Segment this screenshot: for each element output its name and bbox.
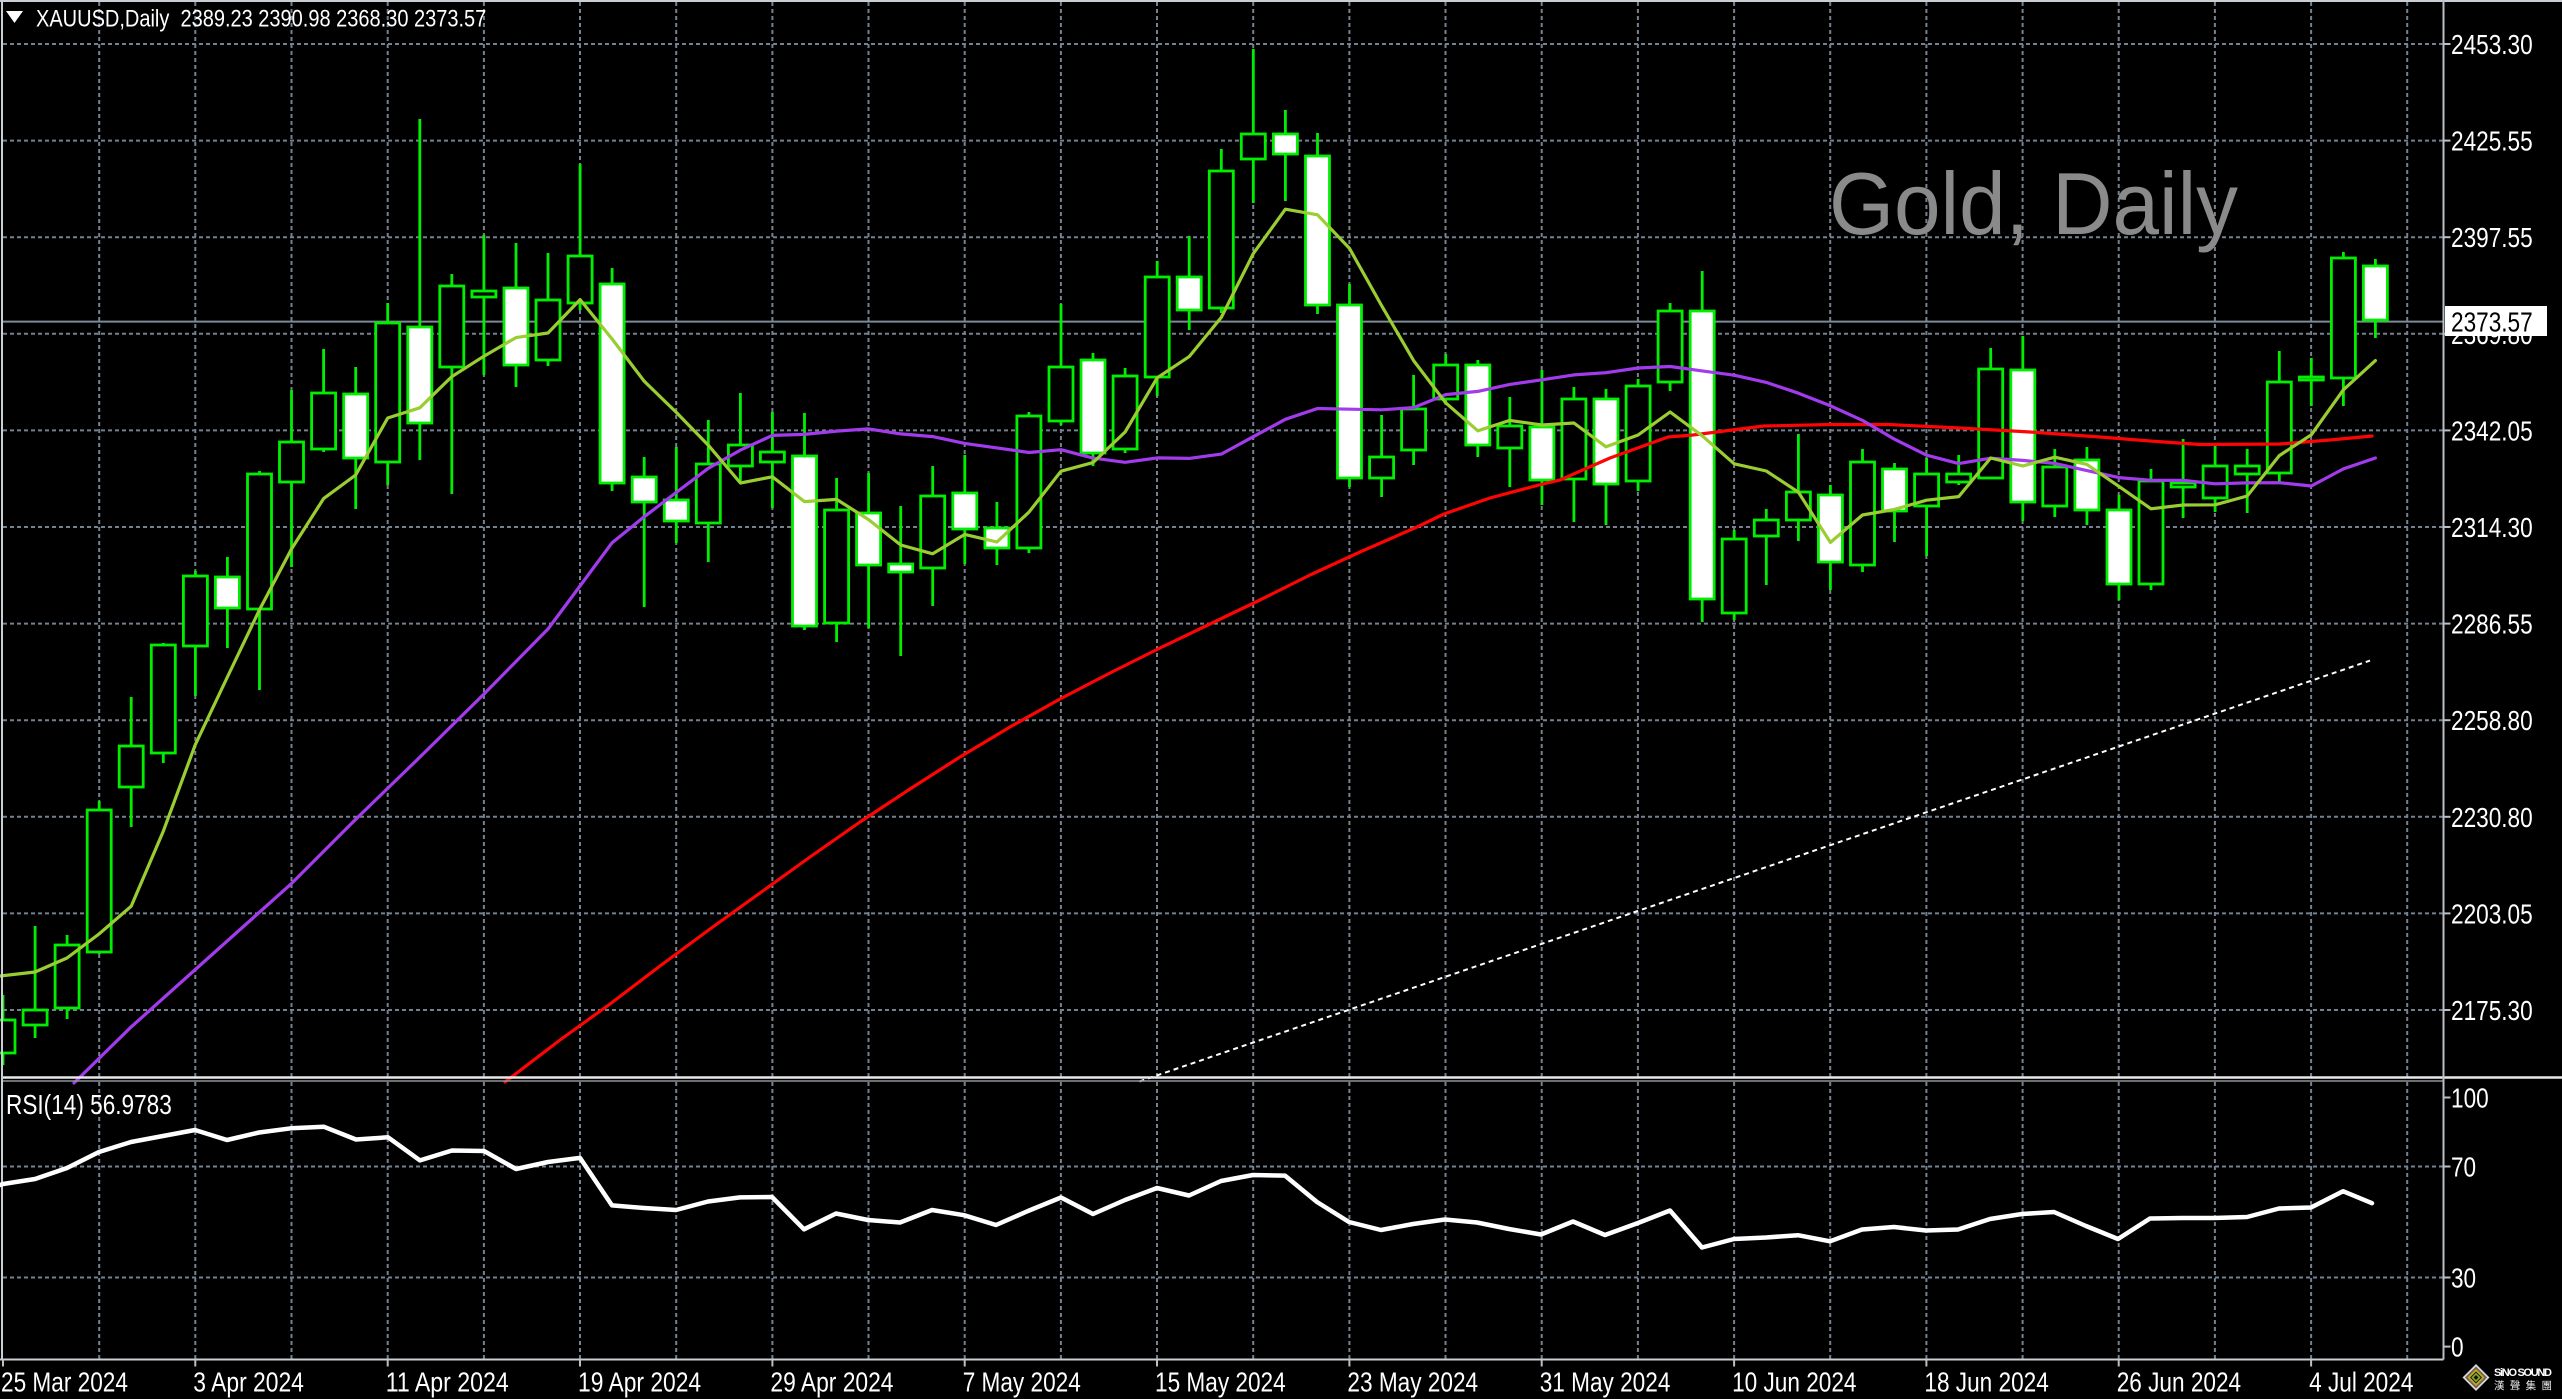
svg-text:2203.05: 2203.05: [2451, 898, 2533, 929]
svg-text:2230.80: 2230.80: [2451, 802, 2533, 833]
svg-text:11 Apr 2024: 11 Apr 2024: [386, 1367, 509, 1398]
svg-text:2342.05: 2342.05: [2451, 415, 2533, 446]
svg-text:2258.80: 2258.80: [2451, 705, 2533, 736]
svg-text:Gold, Daily: Gold, Daily: [1829, 154, 2238, 253]
svg-text:SiNO SOUND: SiNO SOUND: [2494, 1367, 2552, 1379]
svg-text:0: 0: [2451, 1332, 2464, 1363]
svg-text:26 Jun 2024: 26 Jun 2024: [2117, 1367, 2241, 1398]
svg-text:XAUUSD,Daily 2389.23 2390.98: XAUUSD,Daily 2389.23 2390.98 2368.30 237…: [36, 6, 486, 33]
svg-text:2425.55: 2425.55: [2451, 126, 2533, 157]
svg-text:7 May 2024: 7 May 2024: [963, 1367, 1081, 1398]
svg-text:15 May 2024: 15 May 2024: [1155, 1367, 1286, 1398]
svg-text:29 Apr 2024: 29 Apr 2024: [770, 1367, 893, 1398]
svg-text:31 May 2024: 31 May 2024: [1540, 1367, 1671, 1398]
svg-text:25 Mar 2024: 25 Mar 2024: [1, 1367, 128, 1398]
svg-text:18 Jun 2024: 18 Jun 2024: [1924, 1367, 2048, 1398]
svg-text:2373.57: 2373.57: [2451, 307, 2533, 338]
svg-text:30: 30: [2451, 1263, 2476, 1294]
svg-text:23 May 2024: 23 May 2024: [1347, 1367, 1478, 1398]
svg-text:4 Jul 2024: 4 Jul 2024: [2309, 1367, 2413, 1398]
svg-text:2175.30: 2175.30: [2451, 995, 2533, 1026]
svg-text:2314.30: 2314.30: [2451, 512, 2533, 543]
svg-text:10 Jun 2024: 10 Jun 2024: [1732, 1367, 1856, 1398]
svg-text:100: 100: [2451, 1083, 2489, 1114]
svg-text:RSI(14) 56.9783: RSI(14) 56.9783: [6, 1089, 172, 1120]
svg-text:2397.55: 2397.55: [2451, 222, 2533, 253]
svg-text:70: 70: [2451, 1152, 2476, 1183]
svg-text:19 Apr 2024: 19 Apr 2024: [578, 1367, 701, 1398]
svg-text:2286.55: 2286.55: [2451, 609, 2533, 640]
svg-text:3 Apr 2024: 3 Apr 2024: [193, 1367, 304, 1398]
svg-text:2453.30: 2453.30: [2451, 29, 2533, 60]
